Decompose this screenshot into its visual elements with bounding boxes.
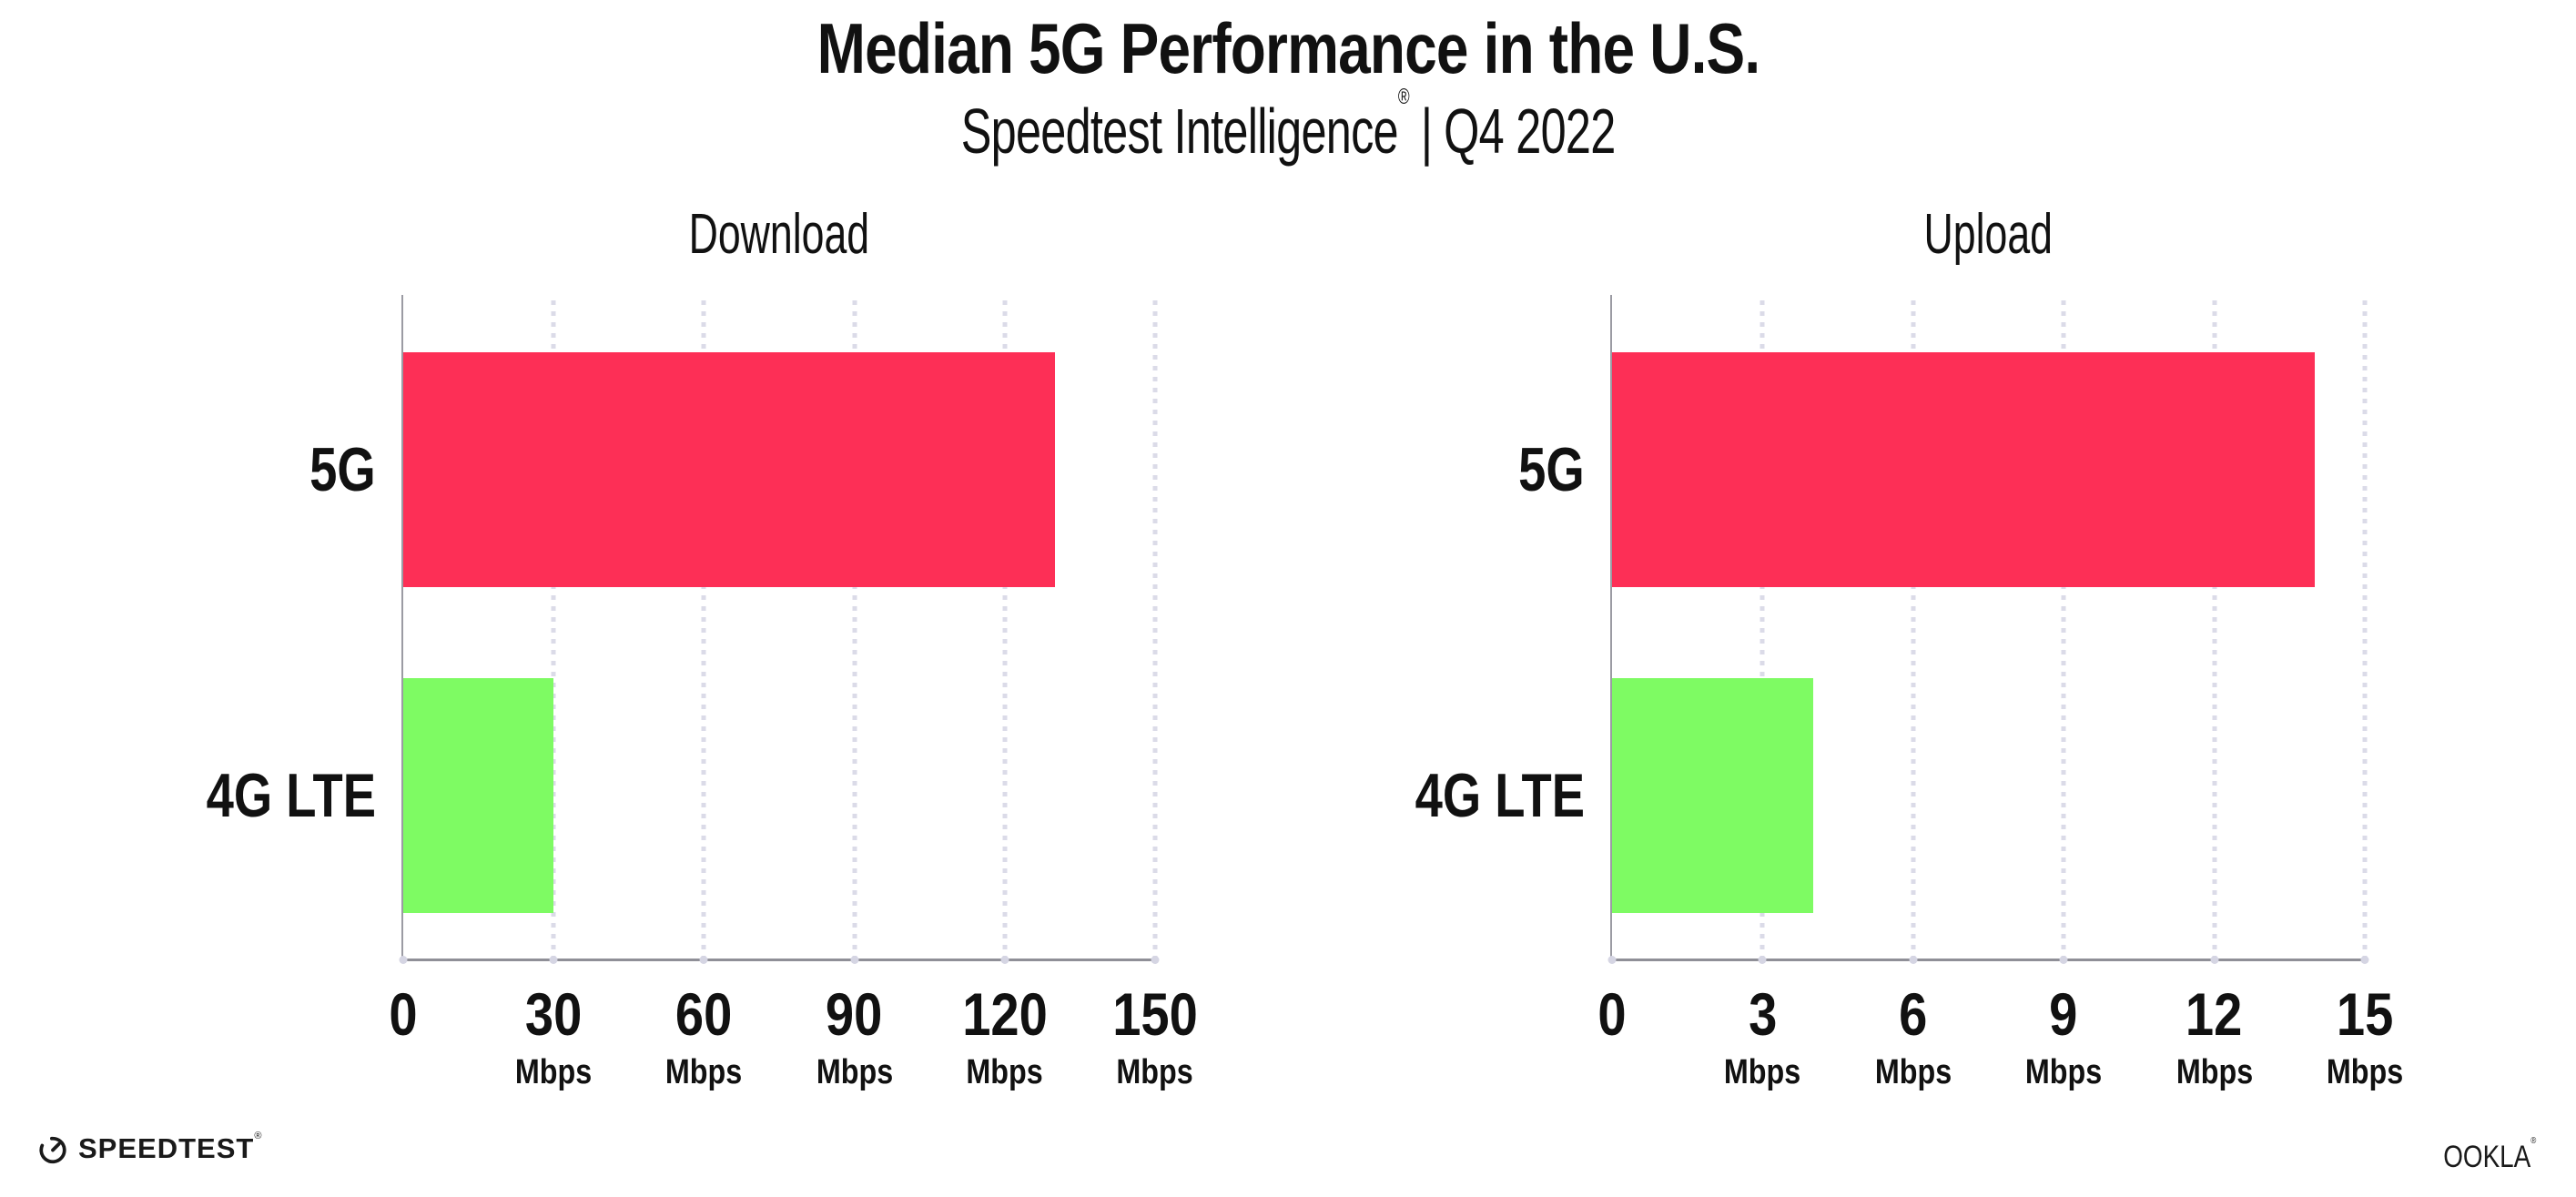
x-tick-unit: Mbps — [2025, 1053, 2103, 1091]
axis-dot — [850, 956, 859, 964]
gridline — [2061, 300, 2066, 959]
x-tick-value: 30 — [524, 980, 583, 1048]
speedtest-wordmark: SPEEDTEST® — [78, 1130, 263, 1164]
y-axis-line — [401, 295, 403, 960]
x-tick: 6 Mbps — [1868, 984, 1958, 1090]
x-tick: 150 Mbps — [1105, 984, 1205, 1090]
speedtest-logo: SPEEDTEST® — [36, 1130, 263, 1165]
x-tick: 0 — [387, 984, 421, 1044]
x-tick-value: 9 — [2049, 980, 2078, 1048]
x-tick-value: 0 — [389, 980, 418, 1048]
x-tick-value: 12 — [2186, 980, 2243, 1048]
subtitle-brand: Speedtest Intelligence — [960, 96, 1399, 167]
category-label-5g: 5G — [1518, 435, 1585, 504]
x-tick-value: 120 — [961, 980, 1048, 1048]
axis-dot — [699, 956, 708, 964]
x-tick-unit: Mbps — [2175, 1053, 2253, 1091]
x-tick-value: 90 — [826, 980, 883, 1048]
subtitle-period: Q4 2022 — [1444, 96, 1616, 167]
axis-dot — [2059, 956, 2068, 964]
x-axis-line — [1609, 959, 2366, 961]
axis-dot — [1758, 956, 1767, 964]
x-tick: 60 Mbps — [659, 984, 749, 1090]
y-axis-line — [1610, 295, 1612, 960]
axis-dot — [1000, 956, 1009, 964]
axis-dot — [399, 956, 408, 964]
bar-5g — [1612, 352, 2315, 587]
upload-chart-title: Upload — [1923, 203, 2054, 266]
gridline — [1152, 300, 1158, 959]
x-tick-value: 150 — [1112, 980, 1198, 1048]
registered-mark: ® — [1397, 84, 1410, 109]
subtitle-separator: | — [1420, 96, 1433, 167]
x-tick-value: 60 — [675, 980, 733, 1048]
page-title-text: Median 5G Performance in the U.S. — [816, 8, 1760, 88]
page-title: Median 5G Performance in the U.S. — [0, 7, 2576, 90]
bar-4g-lte — [403, 678, 554, 913]
gridline — [551, 300, 556, 959]
x-tick-value: 15 — [2336, 980, 2394, 1048]
x-tick: 90 Mbps — [809, 984, 899, 1090]
bar-5g — [403, 352, 1055, 587]
speedtest-gauge-icon — [36, 1132, 69, 1165]
axis-dot — [1151, 956, 1160, 964]
page-subtitle: Speedtest Intelligence® | Q4 2022 — [0, 85, 2576, 167]
axis-dot — [549, 956, 558, 964]
axis-dot — [1607, 956, 1617, 964]
x-tick: 15 Mbps — [2319, 984, 2409, 1090]
speedtest-registered-mark: ® — [254, 1130, 263, 1141]
x-tick-unit: Mbps — [2326, 1053, 2404, 1091]
gridline — [1911, 300, 1916, 959]
category-label-4g-lte: 4G LTE — [206, 761, 376, 830]
gridline — [2362, 300, 2368, 959]
gridline — [701, 300, 706, 959]
x-tick: 0 — [1596, 984, 1629, 1044]
x-tick-unit: Mbps — [1724, 1053, 1801, 1091]
x-tick-unit: Mbps — [665, 1053, 743, 1091]
upload-chart: Upload 5G 4G LTE 0 3 Mbps 6 Mbps 9 Mbps 12 Mbps 15… — [1415, 203, 2404, 1090]
bar-4g-lte — [1612, 678, 1813, 913]
x-axis-line — [401, 959, 1156, 961]
axis-dot — [2360, 956, 2369, 964]
ookla-logo: OOKLA® — [2433, 1136, 2547, 1175]
axis-dot — [1909, 956, 1918, 964]
gridline — [2212, 300, 2217, 959]
download-plot-area — [399, 295, 1160, 964]
x-tick-unit: Mbps — [816, 1053, 893, 1091]
x-tick: 120 Mbps — [955, 984, 1055, 1090]
download-chart: Download 5G 4G LTE 0 30 Mbps 60 Mbps 90 Mbps 120… — [207, 203, 1198, 1090]
category-label-4g-lte: 4G LTE — [1415, 761, 1585, 830]
x-tick-unit: Mbps — [515, 1053, 593, 1091]
download-chart-title: Download — [688, 203, 870, 266]
gridline — [1002, 300, 1008, 959]
upload-plot-area — [1607, 295, 2369, 964]
x-tick-unit: Mbps — [966, 1053, 1043, 1091]
ookla-registered-mark: ® — [2530, 1135, 2537, 1146]
category-label-5g: 5G — [309, 435, 376, 504]
x-tick: 3 Mbps — [1718, 984, 1808, 1090]
x-tick-value: 0 — [1597, 980, 1627, 1048]
axis-dot — [2210, 956, 2219, 964]
x-tick: 30 Mbps — [509, 984, 599, 1090]
x-tick-unit: Mbps — [1116, 1053, 1194, 1091]
x-tick-unit: Mbps — [1874, 1053, 1952, 1091]
x-tick-value: 6 — [1899, 980, 1928, 1048]
gridline — [852, 300, 857, 959]
ookla-wordmark: OOKLA — [2443, 1140, 2531, 1174]
gridline — [1760, 300, 1765, 959]
x-tick-value: 3 — [1748, 980, 1777, 1048]
x-tick: 12 Mbps — [2169, 984, 2259, 1090]
x-tick: 9 Mbps — [2019, 984, 2109, 1090]
